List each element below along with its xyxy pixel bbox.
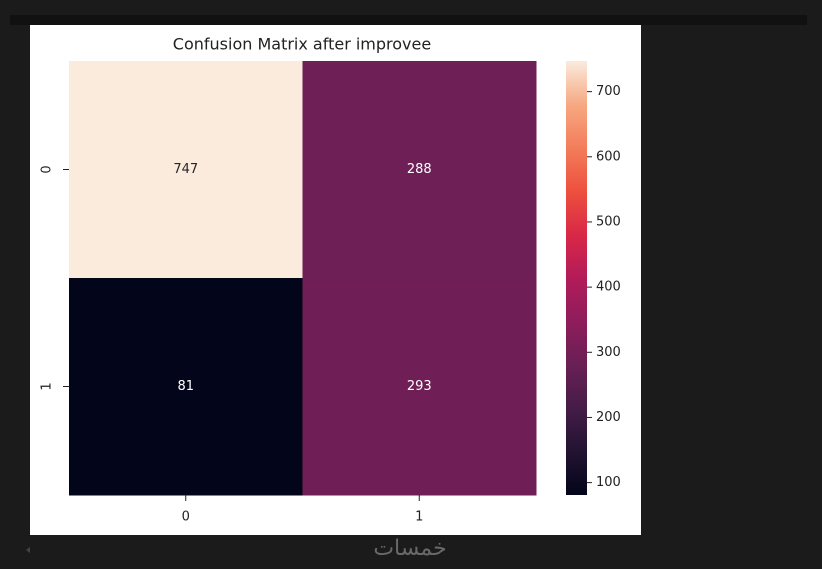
x-tick-label: 1: [415, 510, 423, 525]
scroll-arrow: [26, 547, 30, 553]
colorbar-tick-label: 300: [596, 345, 621, 360]
colorbar-tick-label: 500: [596, 214, 621, 229]
cell-label: 288: [407, 162, 432, 177]
heatmap-cell: [69, 61, 303, 279]
watermark: خمسات: [373, 536, 446, 561]
y-tick-label: 1: [40, 382, 55, 390]
chart-title: Confusion Matrix after improvee: [173, 35, 431, 54]
heatmap-cell: [69, 278, 303, 496]
colorbar-tick-label: 600: [596, 149, 621, 164]
colorbar-tick-label: 700: [596, 84, 621, 99]
colorbar: [566, 61, 587, 495]
x-tick-label: 0: [182, 510, 190, 525]
y-tick-label: 0: [40, 165, 55, 173]
colorbar-tick-label: 100: [596, 475, 621, 490]
cell-label: 81: [177, 379, 194, 394]
colorbar-tick-label: 400: [596, 280, 621, 295]
cell-label: 293: [407, 379, 432, 394]
top-bar: [10, 15, 807, 25]
colorbar-tick-label: 200: [596, 410, 621, 425]
cell-label: 747: [173, 162, 198, 177]
heatmap-cell: [302, 61, 537, 279]
heatmap-cell: [302, 278, 537, 496]
